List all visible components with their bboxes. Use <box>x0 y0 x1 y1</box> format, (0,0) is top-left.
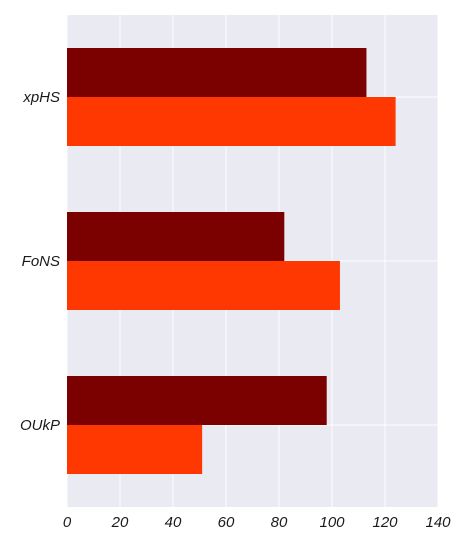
bar-series-2-oukp <box>67 425 203 474</box>
bar-series-1-oukp <box>67 376 327 425</box>
bar-series-2-fons <box>67 261 340 310</box>
x-tick-label: 0 <box>63 514 72 531</box>
x-tick-label: 120 <box>372 514 398 531</box>
y-tick-label: xpHS <box>22 89 60 106</box>
x-axis-ticks: 0 20 40 60 80 100 120 140 <box>63 514 451 531</box>
bar-series-1-fons <box>67 212 285 261</box>
y-axis-ticks: xpHS FoNS OUkP <box>20 89 60 434</box>
x-tick-label: 20 <box>111 514 129 531</box>
bar-series-2-xphs <box>67 97 396 146</box>
x-tick-label: 100 <box>319 514 345 531</box>
bars <box>67 48 396 474</box>
x-tick-label: 80 <box>271 514 288 531</box>
y-tick-label: OUkP <box>20 417 60 434</box>
bar-series-1-xphs <box>67 48 367 97</box>
x-tick-label: 140 <box>425 514 451 531</box>
x-tick-label: 60 <box>218 514 235 531</box>
x-tick-label: 40 <box>165 514 182 531</box>
y-tick-label: FoNS <box>22 253 60 270</box>
